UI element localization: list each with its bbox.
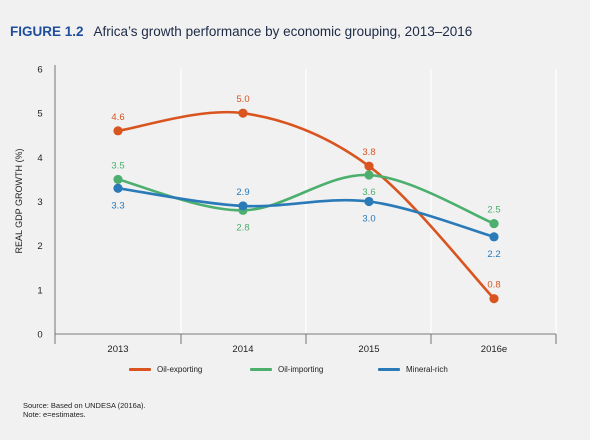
oil-importing-point [113, 174, 123, 185]
y-axis-title: REAL GDP GROWTH (%) [14, 148, 24, 253]
x-tick-label: 2014 [232, 344, 253, 355]
y-tick-label: 0 [37, 330, 42, 341]
mineral-rich-point [364, 196, 374, 207]
oil-exporting-point [113, 126, 123, 136]
legend-label: Mineral-rich [406, 365, 448, 374]
legend-item-oil-exporting: Oil-exporting [129, 365, 202, 374]
y-tick-label: 4 [37, 153, 42, 164]
x-tick-label: 2013 [107, 344, 128, 355]
oil-importing-data-label: 3.5 [111, 160, 124, 171]
mineral-rich-point [113, 183, 123, 193]
legend-label: Oil-exporting [157, 365, 203, 374]
legend-swatch [129, 368, 151, 371]
figure-notes: Source: Based on UNDESA (2016a). Note: e… [23, 401, 146, 419]
oil-exporting-point [489, 294, 499, 304]
oil-exporting-point [238, 108, 248, 118]
oil-importing-point [364, 170, 374, 180]
oil-exporting-data-label: 4.6 [111, 112, 124, 123]
oil-importing-data-label: 2.5 [487, 205, 500, 216]
oil-importing-data-label: 3.6 [362, 187, 375, 198]
legend-swatch [250, 368, 272, 371]
mineral-rich-data-label: 3.0 [362, 214, 375, 225]
mineral-rich-point [238, 201, 248, 211]
mineral-rich-data-label: 2.9 [236, 187, 249, 198]
oil-exporting-series-line [116, 110, 496, 300]
y-tick-label: 5 [37, 109, 42, 120]
mineral-rich-data-label: 3.3 [111, 200, 124, 211]
y-tick-label: 2 [37, 241, 42, 252]
mineral-rich-point [489, 232, 499, 242]
figure-number: FIGURE 1.2 [10, 24, 84, 39]
chart-legend: Oil-exporting Oil-importing Mineral-rich [0, 365, 590, 381]
legend-item-oil-importing: Oil-importing [250, 365, 323, 374]
legend-swatch [378, 368, 400, 371]
oil-importing-data-label: 2.8 [236, 222, 249, 233]
y-tick-label: 1 [37, 285, 42, 296]
mineral-rich-series-line [116, 186, 496, 239]
oil-exporting-data-label: 0.8 [487, 280, 500, 291]
y-tick-label: 6 [37, 65, 42, 76]
mineral-rich-data-label: 2.2 [487, 249, 500, 260]
source-note: Source: Based on UNDESA (2016a). [23, 401, 146, 410]
legend-item-mineral-rich: Mineral-rich [378, 365, 448, 374]
y-tick-label: 3 [37, 197, 42, 208]
estimates-note: Note: e=estimates. [23, 410, 86, 419]
oil-importing-point [489, 218, 499, 229]
oil-exporting-point [364, 161, 374, 171]
x-tick-label: 2016e [481, 344, 507, 355]
figure-title-row: FIGURE 1.2 Africa’s growth performance by… [10, 24, 472, 39]
oil-exporting-data-label: 5.0 [236, 94, 249, 105]
x-tick-label: 2015 [358, 344, 379, 355]
legend-label: Oil-importing [278, 365, 324, 374]
oil-exporting-data-label: 3.8 [362, 147, 375, 158]
figure-title: Africa’s growth performance by economic … [93, 24, 473, 39]
